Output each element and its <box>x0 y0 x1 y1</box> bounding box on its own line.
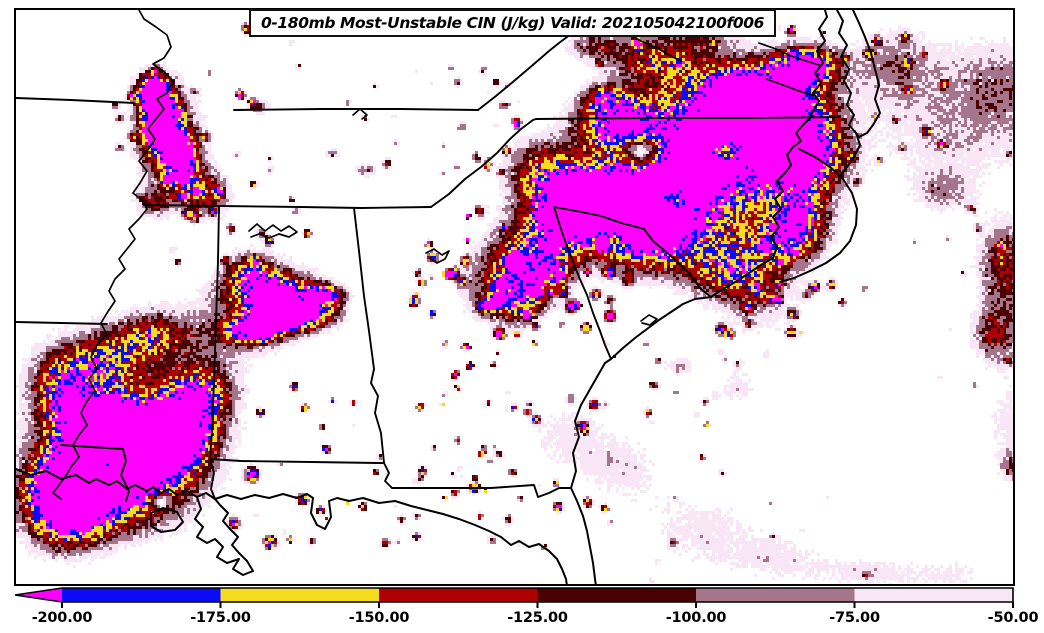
state-lines-arkansas-louisiana <box>16 321 108 325</box>
colorbar-tick-label-3: -125.00 <box>507 610 568 626</box>
coastlines-delmarva-west-shore <box>836 10 857 134</box>
colorbar-outline <box>14 587 1014 603</box>
colorbar-tick-label-2: -150.00 <box>349 610 410 626</box>
coastlines-delmarva-east-shore <box>852 10 881 138</box>
rivers-tennessee-river <box>248 223 298 239</box>
rivers-mississippi-river <box>52 10 174 500</box>
colorbar-tick-label-1: -175.00 <box>190 610 251 626</box>
colorbar-segment-0 <box>62 588 221 602</box>
colorbar-segment-2 <box>379 588 538 602</box>
state-lines-northcarolina-southcarolina <box>553 206 712 298</box>
map-title: 0-180mb Most-Unstable CIN (J/kg) Valid: … <box>261 14 764 32</box>
title-box: 0-180mb Most-Unstable CIN (J/kg) Valid: … <box>249 9 776 37</box>
state-lines-mississippi-louisiana <box>60 444 130 502</box>
colorbar-tick-label-5: -75.00 <box>829 610 880 626</box>
state-lines-mississippi-alabama <box>209 205 220 500</box>
rivers-virginia-estuary-1 <box>758 42 820 66</box>
state-lines-tennessee-south <box>143 204 432 209</box>
coastlines-northcarolina-mainland-coast <box>770 100 820 259</box>
coastlines-chesapeake-west-shore <box>812 10 828 102</box>
state-lines-georgia-alabama <box>353 207 385 464</box>
coastlines-lake-pontchartrain <box>150 507 184 533</box>
coastlines-louisiana-delta <box>194 496 254 576</box>
coastlines-florida-atlantic-coast <box>570 487 597 584</box>
rivers-kentucky-lake <box>352 108 368 120</box>
coastlines-gulf-coast <box>16 468 568 584</box>
state-boundaries-overlay <box>16 10 881 584</box>
colorbar-tick-label-6: -50.00 <box>988 610 1039 626</box>
rivers-north-georgia-river <box>425 248 450 264</box>
state-lines-northcarolina-tennessee <box>430 118 537 208</box>
map-panel <box>14 8 1015 586</box>
colorbar-segment-3 <box>537 588 697 602</box>
state-lines-chattahoochee-jog <box>383 462 393 489</box>
rivers-virginia-estuary-2 <box>765 78 814 96</box>
rivers-lake-marion <box>640 314 658 326</box>
colorbar: -200.00 -175.00 -150.00 -125.00 -100.00 -75.0… <box>14 587 1039 626</box>
state-lines-alabama-florida <box>209 458 385 464</box>
colorbar-tick-label-0: -200.00 <box>32 610 93 626</box>
state-lines-kentucky-tennessee <box>233 108 479 111</box>
state-lines-missouri-arkansas <box>16 97 135 104</box>
colorbar-segment-5 <box>854 588 1014 602</box>
state-lines-georgia-southcarolina <box>553 206 612 360</box>
colorbar-under-arrow <box>15 588 62 602</box>
coastlines-outer-banks <box>779 148 858 283</box>
state-lines-georgia-florida <box>391 484 572 498</box>
colorbar-tick-label-4: -100.00 <box>666 610 727 626</box>
coastlines-georgia-carolina-coast <box>570 257 774 489</box>
colorbar-segment-1 <box>220 588 380 602</box>
state-lines-virginia-northcarolina <box>535 116 840 120</box>
coastlines-virginia-beach-coast <box>838 132 861 177</box>
colorbar-segment-4 <box>696 588 855 602</box>
